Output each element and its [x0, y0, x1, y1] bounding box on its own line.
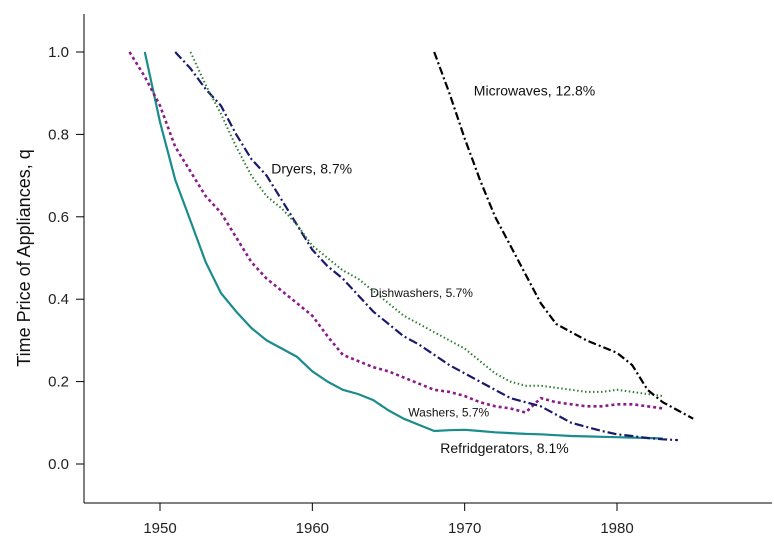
series-line-microwaves — [433, 51, 694, 420]
series-annotation: Refridgerators, 8.1% — [440, 440, 568, 456]
y-tick-label: 0.0 — [48, 456, 69, 473]
chart-axes — [83, 14, 772, 504]
annotation-layer: Microwaves, 12.8% Dryers, 8.7% Dishwashers… — [271, 82, 595, 456]
x-ticks: 1950 1960 1970 1980 — [143, 503, 634, 537]
y-tick-label: 0.6 — [48, 209, 69, 226]
y-tick-label: 0.8 — [48, 126, 69, 143]
series-line-dryers — [174, 51, 678, 442]
series-annotation: Washers, 5.7% — [408, 406, 489, 420]
series-line-refridgerators — [143, 51, 663, 440]
x-tick-label: 1970 — [448, 520, 481, 537]
x-tick-label: 1950 — [143, 520, 176, 537]
y-tick-label: 0.4 — [48, 291, 69, 308]
series-line-dishwashers — [189, 51, 663, 397]
series-annotation: Microwaves, 12.8% — [474, 82, 595, 98]
y-tick-label: 1.0 — [48, 44, 69, 61]
series-line-washers — [128, 51, 663, 414]
series-layer — [128, 51, 694, 442]
y-ticks: 0.0 0.2 0.4 0.6 0.8 1.0 — [48, 44, 84, 473]
x-tick-label: 1960 — [296, 520, 329, 537]
series-annotation: Dryers, 8.7% — [271, 161, 352, 177]
y-axis-title: Time Price of Appliances, q — [14, 149, 34, 366]
y-tick-label: 0.2 — [48, 374, 69, 391]
series-annotation: Dishwashers, 5.7% — [370, 286, 473, 300]
x-tick-label: 1980 — [600, 520, 633, 537]
